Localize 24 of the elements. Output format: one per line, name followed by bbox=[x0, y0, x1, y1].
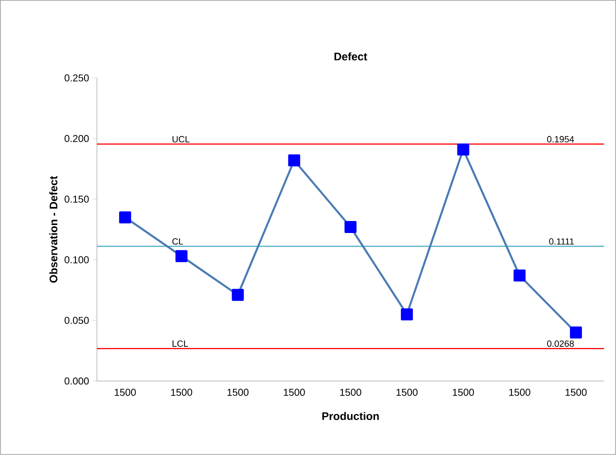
x-tick-label: 1500 bbox=[566, 388, 587, 396]
x-tick-label: 1500 bbox=[340, 388, 362, 396]
annotation: 0.0268 bbox=[547, 340, 574, 347]
annotation: 0.1954 bbox=[547, 136, 574, 142]
y-tick-label: 0.050 bbox=[64, 316, 89, 324]
x-tick-label: 1500 bbox=[396, 388, 418, 396]
y-tick-label: 0.250 bbox=[64, 74, 89, 82]
ref-line-label: CL bbox=[172, 238, 184, 245]
x-tick-label: 1500 bbox=[228, 388, 249, 396]
ref-line-label: UCL bbox=[172, 136, 190, 142]
x-axis-title: Production bbox=[322, 412, 379, 420]
x-tick-label: 1500 bbox=[284, 388, 305, 396]
chart-title: Defect bbox=[334, 52, 368, 60]
y-axis-title: Observation - Defect bbox=[49, 176, 58, 283]
x-tick-label: 1500 bbox=[114, 388, 136, 396]
y-tick-label: 0.000 bbox=[64, 378, 89, 385]
y-tick-label: 0.150 bbox=[64, 196, 89, 203]
x-tick-label: 1500 bbox=[509, 388, 530, 396]
annotation: 0.1111 bbox=[549, 238, 574, 245]
x-tick-label: 1500 bbox=[452, 388, 474, 396]
x-tick-label: 1500 bbox=[171, 388, 192, 396]
y-tick-label: 0.100 bbox=[64, 256, 89, 264]
ref-line-label: LCL bbox=[172, 340, 188, 347]
y-tick-label: 0.200 bbox=[64, 135, 89, 142]
